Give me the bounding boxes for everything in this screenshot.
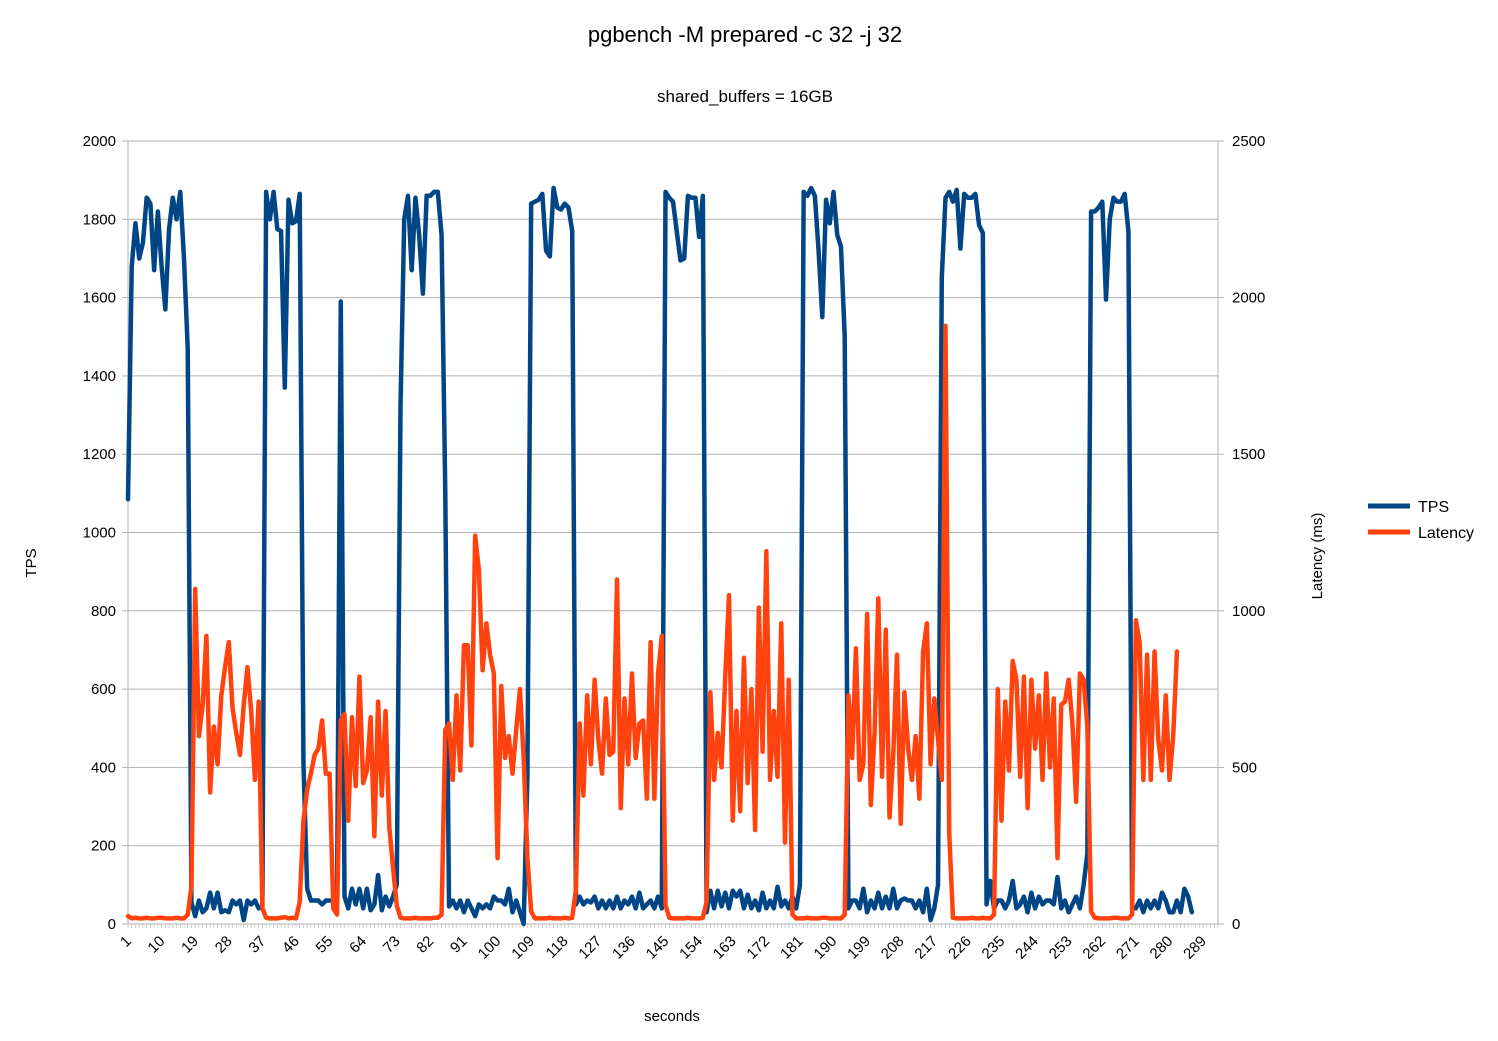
x-tick-label: 127 [575,933,605,963]
axes [122,140,1224,928]
y2-tick-label: 0 [1232,916,1240,933]
x-tick-label: 118 [543,933,572,962]
x-axis-title: seconds [644,1008,700,1025]
x-tick-label: 55 [313,933,337,957]
y-tick-label: 400 [91,759,116,776]
x-tick-label: 235 [979,933,1009,963]
y-tick-label: 600 [91,681,116,698]
y2-tick-label: 2500 [1232,133,1265,150]
x-tick-label: 91 [447,933,471,957]
x-tick-label: 136 [609,933,639,963]
y-tick-label: 1800 [83,211,116,228]
x-tick-label: 28 [212,933,236,957]
y-tick-label: 800 [91,603,116,620]
x-tick-label: 109 [508,933,538,963]
x-tick-label: 82 [413,933,437,957]
x-tick-label: 190 [811,933,841,963]
legend: TPS Latency [1368,499,1474,542]
x-tick-label: 280 [1147,933,1177,963]
y2-tick-label: 1500 [1232,446,1265,463]
chart-title: pgbench -M prepared -c 32 -j 32 [588,22,902,47]
y2-tick-label: 1000 [1232,603,1265,620]
gridlines [128,140,1218,925]
series-line-latency [125,323,1180,921]
x-tick-label: 154 [676,933,706,963]
y-tick-label: 0 [108,916,116,933]
legend-label-tps: TPS [1418,499,1449,516]
series-line-tps [125,185,1195,927]
x-tick-label: 289 [1180,933,1210,963]
x-tick-label: 46 [279,933,303,957]
x-tick-label: 100 [475,933,505,963]
x-tick-label: 199 [844,933,874,963]
legend-label-latency: Latency [1418,525,1474,542]
x-tick-label: 208 [878,933,908,963]
y2-axis-title: Latency (ms) [1309,513,1326,600]
x-tick-label: 1 [117,933,135,951]
x-tick-label: 217 [911,933,941,963]
y-tick-label: 2000 [83,133,116,150]
y-tick-label: 1000 [83,525,116,542]
x-tick-label: 145 [643,933,673,963]
x-tick-label: 253 [1046,933,1076,963]
x-tick-label: 19 [178,933,202,957]
x-tick-label: 37 [245,933,269,957]
x-tick-label: 244 [1012,933,1042,963]
y2-tick-label: 500 [1232,759,1257,776]
x-tick-label: 226 [945,933,975,963]
y-tick-label: 1400 [83,368,116,385]
y-tick-label: 200 [91,838,116,855]
chart-subtitle: shared_buffers = 16GB [657,87,833,106]
x-tick-label: 271 [1113,933,1143,963]
x-tick-label: 262 [1079,933,1109,963]
x-tick-label: 163 [710,933,740,963]
x-tick-label: 172 [743,933,773,963]
x-tick-label: 64 [346,933,370,957]
y-tick-label: 1200 [83,446,116,463]
x-tick-label: 181 [777,933,807,963]
y2-tick-label: 2000 [1232,290,1265,307]
y-axis-title: TPS [23,548,40,577]
x-tick-label: 10 [145,933,169,957]
x-tick-label: 73 [380,933,404,957]
y-tick-label: 1600 [83,290,116,307]
series-lines [125,185,1195,927]
